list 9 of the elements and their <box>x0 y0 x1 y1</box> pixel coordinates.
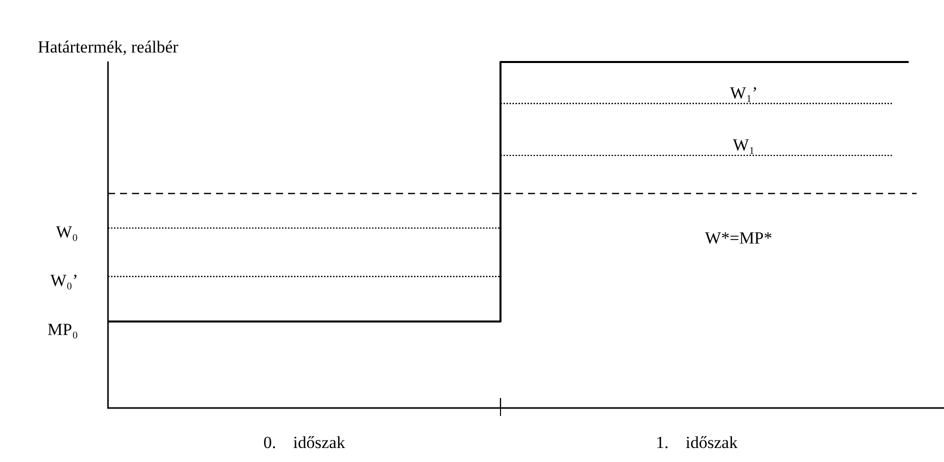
series-label: MP₀ <box>48 320 78 339</box>
x-tick-label: 0. időszak <box>263 433 346 452</box>
x-tick-label: 1. időszak <box>656 433 738 452</box>
y-axis-title: Határtermék, reálbér <box>38 38 179 56</box>
series-label: W₀ <box>56 222 78 242</box>
text: W*=MP* <box>705 228 772 248</box>
series-label: W₁’ <box>730 84 758 103</box>
series-label: W₁ <box>732 135 755 154</box>
series-label: W₀’ <box>50 271 78 290</box>
